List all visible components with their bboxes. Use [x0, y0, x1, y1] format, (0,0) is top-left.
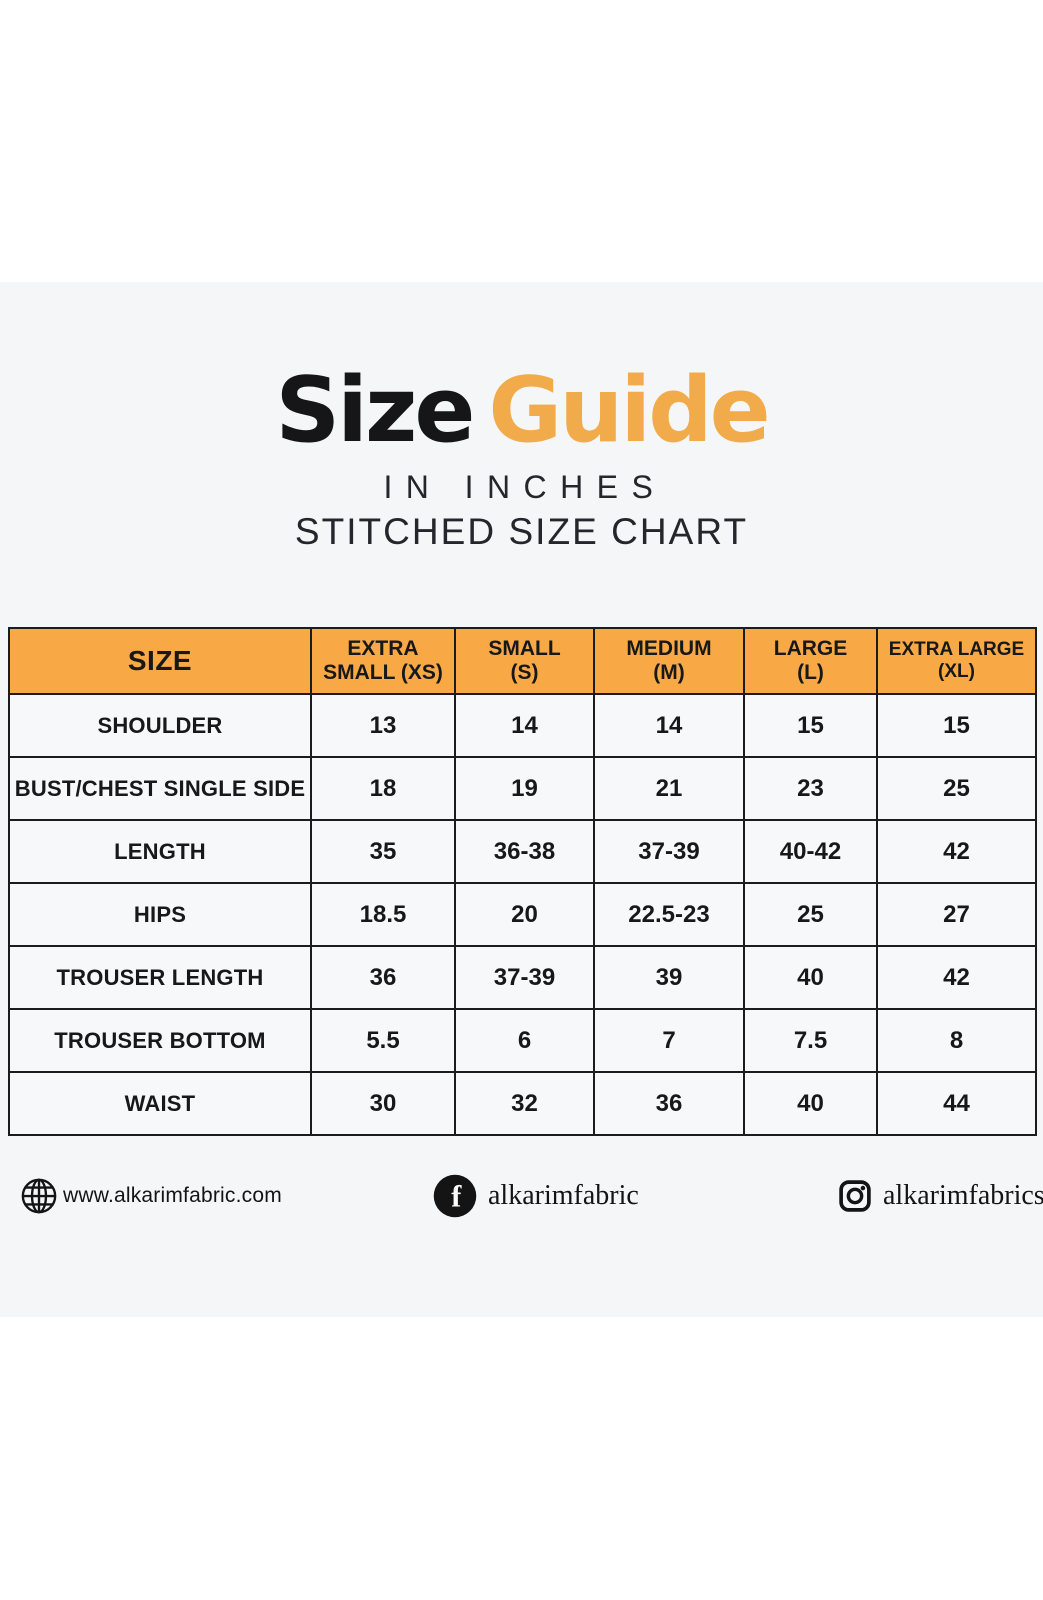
table-row-bust-chest: BUST/CHEST SINGLE SIDE 18 19 21 23 25 — [8, 756, 1037, 821]
header-size: SIZE — [8, 627, 312, 695]
svg-text:f: f — [451, 1180, 462, 1214]
row-label: WAIST — [8, 1071, 312, 1136]
cell-m: 21 — [593, 756, 745, 821]
table-row-hips: HIPS 18.5 20 22.5-23 25 27 — [8, 882, 1037, 947]
header-row: SIZE EXTRA SMALL (XS) SMALL (S) MEDIUM (… — [8, 627, 1037, 695]
table-body: SHOULDER 13 14 14 15 15 BUST/CHEST SINGL… — [8, 693, 1037, 1136]
table-row-trouser-bottom: TROUSER BOTTOM 5.5 6 7 7.5 8 — [8, 1008, 1037, 1073]
cell-s: 19 — [454, 756, 595, 821]
cell-xs: 30 — [310, 1071, 456, 1136]
instagram-link[interactable]: alkarimfabrics — [838, 1170, 1043, 1222]
cell-s: 37-39 — [454, 945, 595, 1010]
cell-xs: 5.5 — [310, 1008, 456, 1073]
title-word-guide: Guide — [488, 358, 770, 463]
instagram-handle: alkarimfabrics — [883, 1180, 1043, 1211]
cell-xl: 25 — [876, 756, 1037, 821]
row-label: TROUSER BOTTOM — [8, 1008, 312, 1073]
cell-xl: 27 — [876, 882, 1037, 947]
header-medium: MEDIUM (M) — [593, 627, 745, 695]
table-row-waist: WAIST 30 32 36 40 44 — [8, 1071, 1037, 1136]
globe-icon — [21, 1178, 57, 1214]
website-url: www.alkarimfabric.com — [63, 1184, 282, 1207]
cell-m: 7 — [593, 1008, 745, 1073]
cell-s: 20 — [454, 882, 595, 947]
cell-xs: 18 — [310, 756, 456, 821]
cell-s: 14 — [454, 693, 595, 758]
cell-xl: 8 — [876, 1008, 1037, 1073]
cell-xs: 13 — [310, 693, 456, 758]
facebook-link[interactable]: f alkarimfabric — [433, 1170, 639, 1222]
header-extra-large: EXTRA LARGE (XL) — [876, 627, 1037, 695]
title-block: Size Guide IN INCHES STITCHED SIZE CHART — [0, 366, 1043, 553]
cell-s: 6 — [454, 1008, 595, 1073]
table-row-length: LENGTH 35 36-38 37-39 40-42 42 — [8, 819, 1037, 884]
cell-l: 40-42 — [743, 819, 878, 884]
cell-m: 37-39 — [593, 819, 745, 884]
row-label: TROUSER LENGTH — [8, 945, 312, 1010]
cell-xl: 15 — [876, 693, 1037, 758]
cell-xl: 42 — [876, 945, 1037, 1010]
row-label: SHOULDER — [8, 693, 312, 758]
cell-xl: 42 — [876, 819, 1037, 884]
cell-m: 36 — [593, 1071, 745, 1136]
row-label: HIPS — [8, 882, 312, 947]
cell-s: 32 — [454, 1071, 595, 1136]
cell-s: 36-38 — [454, 819, 595, 884]
cell-l: 25 — [743, 882, 878, 947]
cell-xs: 35 — [310, 819, 456, 884]
cell-xl: 44 — [876, 1071, 1037, 1136]
table-row-shoulder: SHOULDER 13 14 14 15 15 — [8, 693, 1037, 758]
cell-m: 22.5-23 — [593, 882, 745, 947]
header-small: SMALL (S) — [454, 627, 595, 695]
cell-l: 23 — [743, 756, 878, 821]
header-extra-small: EXTRA SMALL (XS) — [310, 627, 456, 695]
cell-l: 40 — [743, 1071, 878, 1136]
cell-xs: 36 — [310, 945, 456, 1010]
cell-m: 39 — [593, 945, 745, 1010]
subtitle-stitched-size-chart: STITCHED SIZE CHART — [294, 511, 749, 552]
facebook-handle: alkarimfabric — [488, 1180, 639, 1211]
cell-l: 15 — [743, 693, 878, 758]
title-word-size: Size — [275, 358, 475, 463]
website-link[interactable]: www.alkarimfabric.com — [20, 1170, 282, 1222]
header-large: LARGE (L) — [743, 627, 878, 695]
subtitle-in-inches: IN INCHES — [383, 469, 667, 505]
table-header: SIZE EXTRA SMALL (XS) SMALL (S) MEDIUM (… — [8, 627, 1037, 695]
cell-xs: 18.5 — [310, 882, 456, 947]
size-chart-table: SIZE EXTRA SMALL (XS) SMALL (S) MEDIUM (… — [8, 627, 1037, 1136]
facebook-icon: f — [433, 1174, 477, 1218]
cell-l: 7.5 — [743, 1008, 878, 1073]
cell-l: 40 — [743, 945, 878, 1010]
row-label: LENGTH — [8, 819, 312, 884]
cell-m: 14 — [593, 693, 745, 758]
instagram-icon — [839, 1180, 871, 1212]
row-label: BUST/CHEST SINGLE SIDE — [8, 756, 312, 821]
page-title: Size Guide — [0, 366, 1043, 456]
table-row-trouser-length: TROUSER LENGTH 36 37-39 39 40 42 — [8, 945, 1037, 1010]
